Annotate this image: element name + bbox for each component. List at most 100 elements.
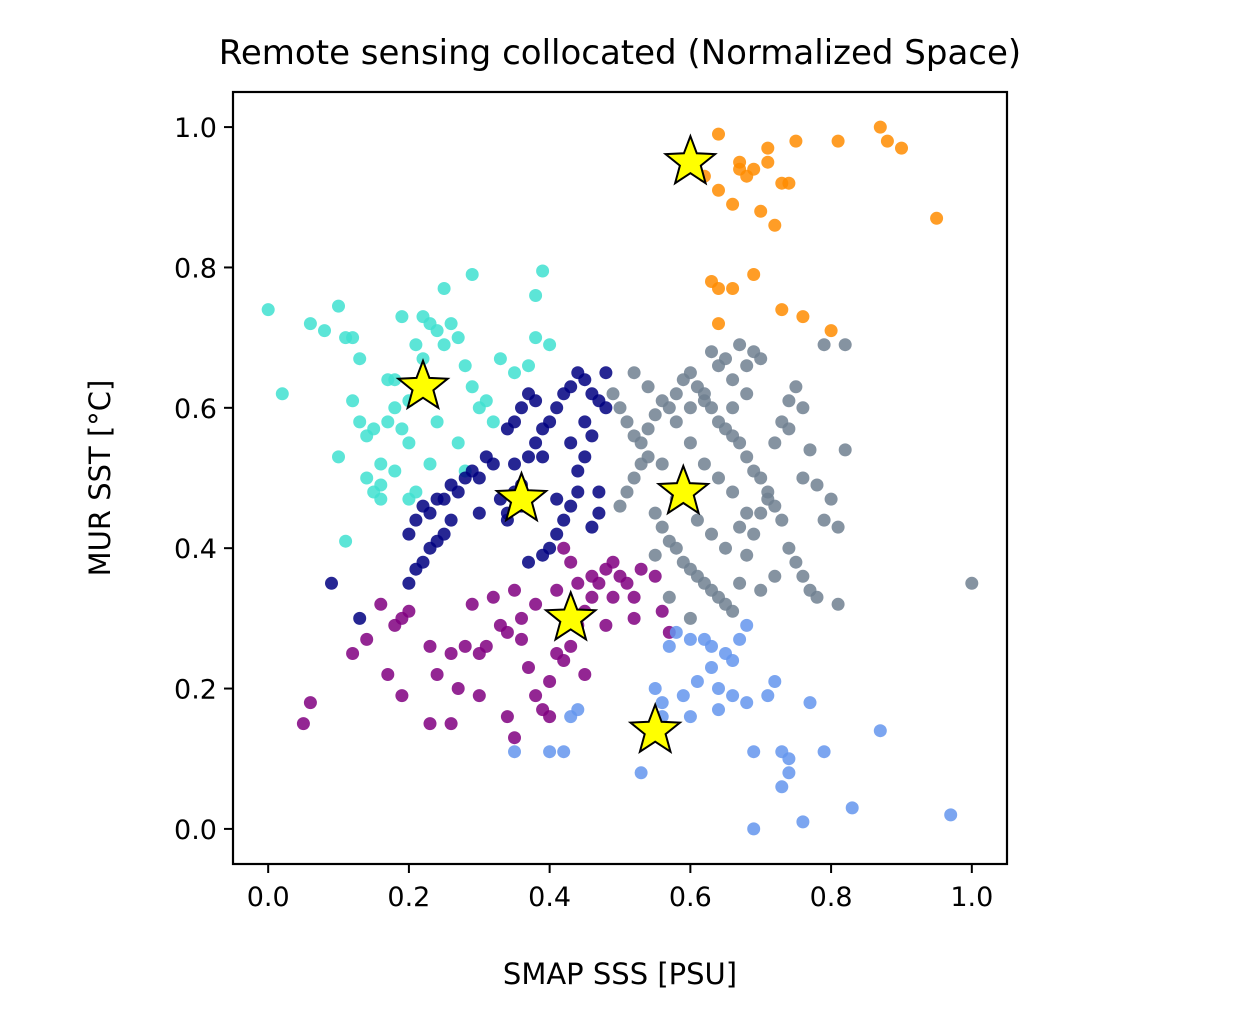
data-point bbox=[325, 576, 338, 590]
data-point bbox=[564, 555, 578, 569]
centroid-stars bbox=[395, 133, 718, 754]
data-point bbox=[353, 352, 367, 366]
data-point bbox=[536, 450, 550, 464]
data-point bbox=[634, 766, 648, 780]
y-tick-label: 0.2 bbox=[174, 675, 217, 706]
data-point bbox=[712, 317, 725, 331]
data-point bbox=[543, 338, 557, 352]
data-point bbox=[381, 668, 395, 681]
data-point bbox=[423, 457, 437, 471]
data-point bbox=[754, 352, 768, 366]
data-point bbox=[712, 282, 725, 295]
data-point bbox=[388, 464, 402, 478]
data-point bbox=[500, 710, 514, 724]
data-point bbox=[655, 696, 669, 710]
data-point bbox=[571, 703, 585, 717]
data-point bbox=[782, 766, 796, 780]
data-point bbox=[606, 555, 620, 569]
data-point bbox=[733, 576, 747, 590]
data-point bbox=[409, 485, 423, 499]
data-point bbox=[346, 331, 360, 345]
data-point bbox=[557, 513, 571, 527]
data-point bbox=[613, 499, 627, 513]
data-point bbox=[458, 359, 472, 373]
data-point bbox=[895, 141, 908, 155]
data-point bbox=[430, 668, 444, 681]
data-point bbox=[824, 324, 838, 338]
data-point bbox=[360, 471, 374, 485]
data-point bbox=[578, 450, 592, 464]
data-point bbox=[796, 471, 810, 485]
data-point bbox=[690, 513, 704, 527]
data-point bbox=[508, 731, 521, 745]
data-point bbox=[662, 639, 676, 653]
data-point bbox=[479, 639, 493, 653]
data-point bbox=[529, 436, 543, 450]
data-point bbox=[451, 682, 465, 695]
data-point bbox=[493, 352, 507, 366]
data-point bbox=[662, 590, 676, 604]
data-point bbox=[303, 696, 317, 710]
data-point bbox=[472, 471, 486, 485]
data-point bbox=[486, 590, 500, 604]
chart-title: Remote sensing collocated (Normalized Sp… bbox=[219, 33, 1021, 73]
data-point bbox=[423, 541, 437, 555]
data-point bbox=[522, 450, 535, 464]
data-point bbox=[803, 443, 817, 457]
data-point bbox=[367, 422, 381, 436]
data-point bbox=[796, 815, 810, 829]
data-point bbox=[592, 485, 606, 499]
data-point bbox=[655, 457, 669, 471]
data-point bbox=[543, 745, 557, 759]
data-point bbox=[578, 668, 592, 681]
data-point bbox=[705, 661, 718, 674]
data-point bbox=[557, 745, 571, 759]
data-point bbox=[705, 401, 718, 415]
data-point bbox=[662, 401, 676, 415]
data-point bbox=[648, 682, 662, 695]
y-tick-label: 0.0 bbox=[174, 815, 217, 846]
data-point bbox=[451, 485, 465, 499]
data-point bbox=[789, 380, 803, 394]
data-point bbox=[437, 282, 451, 295]
x-axis-label: SMAP SSS [PSU] bbox=[503, 957, 737, 991]
data-point bbox=[486, 457, 500, 471]
data-point bbox=[613, 401, 627, 415]
y-tick-label: 0.6 bbox=[174, 394, 217, 425]
data-point bbox=[782, 752, 796, 766]
x-tick-label: 0.0 bbox=[247, 882, 290, 913]
data-point bbox=[500, 422, 514, 436]
data-point bbox=[402, 576, 416, 590]
data-point bbox=[381, 415, 395, 429]
data-point bbox=[782, 394, 796, 408]
data-point bbox=[768, 569, 782, 583]
data-point bbox=[676, 689, 690, 703]
data-point bbox=[712, 183, 725, 197]
data-point bbox=[515, 611, 528, 625]
data-point bbox=[578, 373, 592, 387]
data-point bbox=[683, 710, 697, 724]
data-point bbox=[634, 562, 648, 576]
data-point bbox=[472, 506, 486, 520]
data-point bbox=[726, 401, 740, 415]
data-point bbox=[444, 513, 458, 527]
data-point bbox=[726, 604, 740, 618]
data-point bbox=[275, 387, 289, 401]
data-point bbox=[522, 661, 535, 674]
data-point bbox=[944, 808, 958, 822]
data-point bbox=[339, 534, 353, 548]
data-point bbox=[965, 576, 979, 590]
data-point bbox=[669, 415, 683, 429]
data-point bbox=[627, 471, 641, 485]
data-point bbox=[669, 387, 683, 401]
data-point bbox=[423, 506, 437, 520]
data-point bbox=[550, 527, 564, 541]
data-point bbox=[529, 597, 543, 611]
data-point bbox=[683, 366, 697, 380]
data-point bbox=[782, 176, 796, 190]
data-point bbox=[634, 436, 648, 450]
data-point bbox=[599, 618, 613, 632]
data-point bbox=[782, 422, 796, 436]
data-point bbox=[796, 310, 810, 324]
